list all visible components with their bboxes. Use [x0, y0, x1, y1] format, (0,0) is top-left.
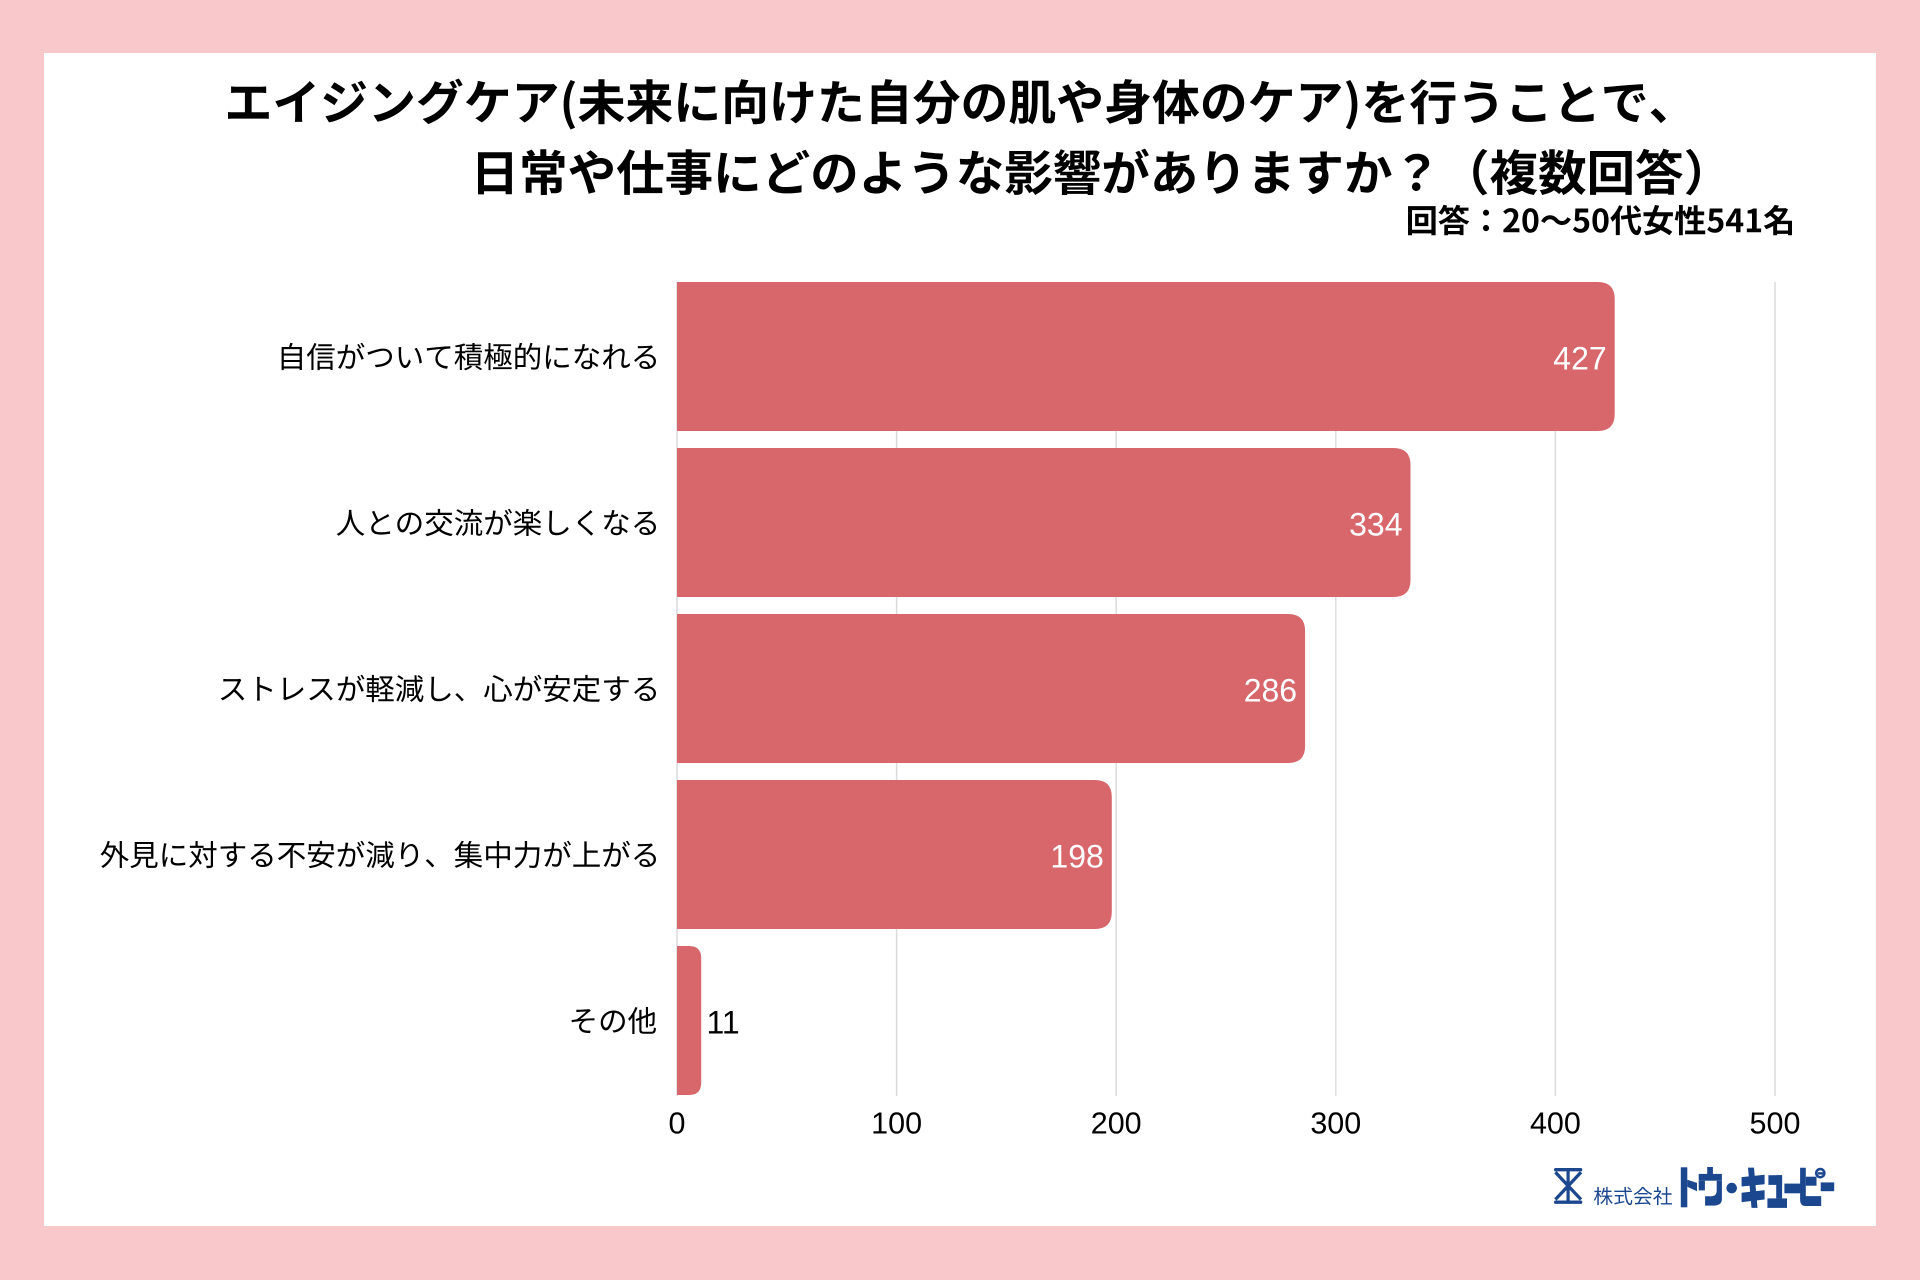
svg-text:300: 300	[1310, 1107, 1361, 1141]
svg-text:11: 11	[707, 1005, 740, 1041]
svg-text:286: 286	[1244, 672, 1297, 708]
svg-text:334: 334	[1349, 506, 1402, 542]
svg-text:427: 427	[1553, 340, 1606, 376]
svg-text:200: 200	[1091, 1107, 1142, 1141]
svg-text:100: 100	[871, 1107, 922, 1141]
svg-text:0: 0	[669, 1107, 686, 1141]
svg-text:500: 500	[1750, 1107, 1801, 1141]
svg-text:400: 400	[1530, 1107, 1581, 1141]
svg-text:198: 198	[1050, 838, 1103, 874]
